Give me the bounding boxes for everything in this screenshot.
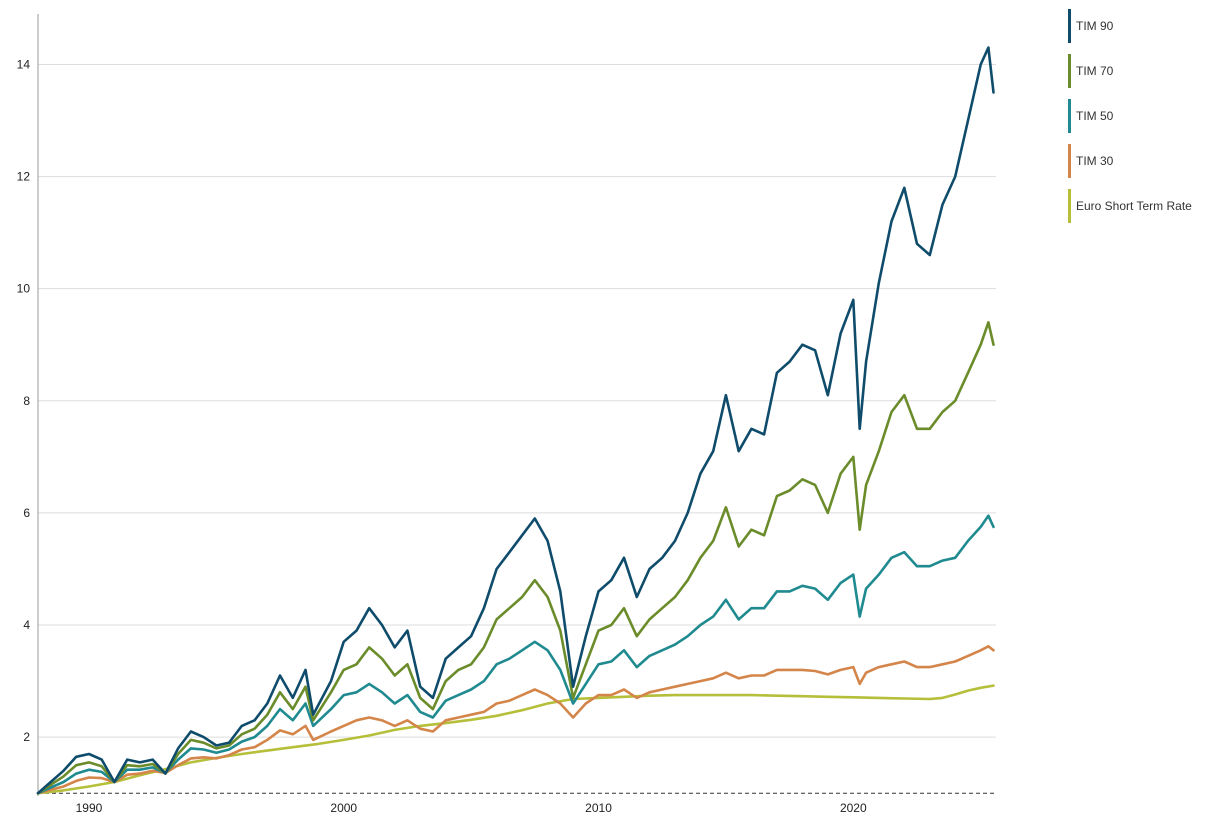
- series-line-tim-50: [36, 514, 995, 795]
- x-tick-label: 2000: [330, 801, 357, 815]
- legend-swatch: [1068, 99, 1071, 133]
- y-tick-label: 4: [23, 618, 30, 632]
- legend-label: TIM 50: [1076, 109, 1114, 123]
- y-tick-label: 6: [23, 506, 30, 520]
- x-tick-label: 2020: [840, 801, 867, 815]
- y-tick-label: 8: [23, 394, 30, 408]
- legend-swatch: [1068, 144, 1071, 178]
- y-tick-label: 12: [17, 170, 31, 184]
- y-tick-label: 14: [17, 57, 31, 71]
- y-tick-label: 10: [17, 282, 31, 296]
- gridlines: [38, 63, 996, 738]
- series-line-tim-90: [36, 46, 995, 795]
- legend: TIM 90 TIM 70 TIM 50 TIM 30 Euro Short Term …: [1068, 9, 1192, 223]
- legend-swatch: [1068, 54, 1071, 88]
- legend-label: TIM 70: [1076, 64, 1114, 78]
- legend-swatch: [1068, 9, 1071, 43]
- legend-label: TIM 30: [1076, 154, 1114, 168]
- series-line-tim-30: [36, 645, 995, 795]
- y-axis-ticks: 2 4 6 8 10 12 14: [17, 57, 31, 744]
- series-lines: [36, 46, 995, 795]
- legend-swatch: [1068, 189, 1071, 223]
- y-tick-label: 2: [23, 730, 30, 744]
- x-tick-label: 2010: [585, 801, 612, 815]
- series-line-tim-70: [36, 321, 995, 795]
- legend-label: Euro Short Term Rate: [1076, 199, 1192, 213]
- x-tick-label: 1990: [76, 801, 103, 815]
- series-line-euro-short-term-rate: [36, 684, 995, 795]
- x-axis-ticks: 1990 2000 2010 2020: [76, 801, 867, 815]
- legend-label: TIM 90: [1076, 19, 1114, 33]
